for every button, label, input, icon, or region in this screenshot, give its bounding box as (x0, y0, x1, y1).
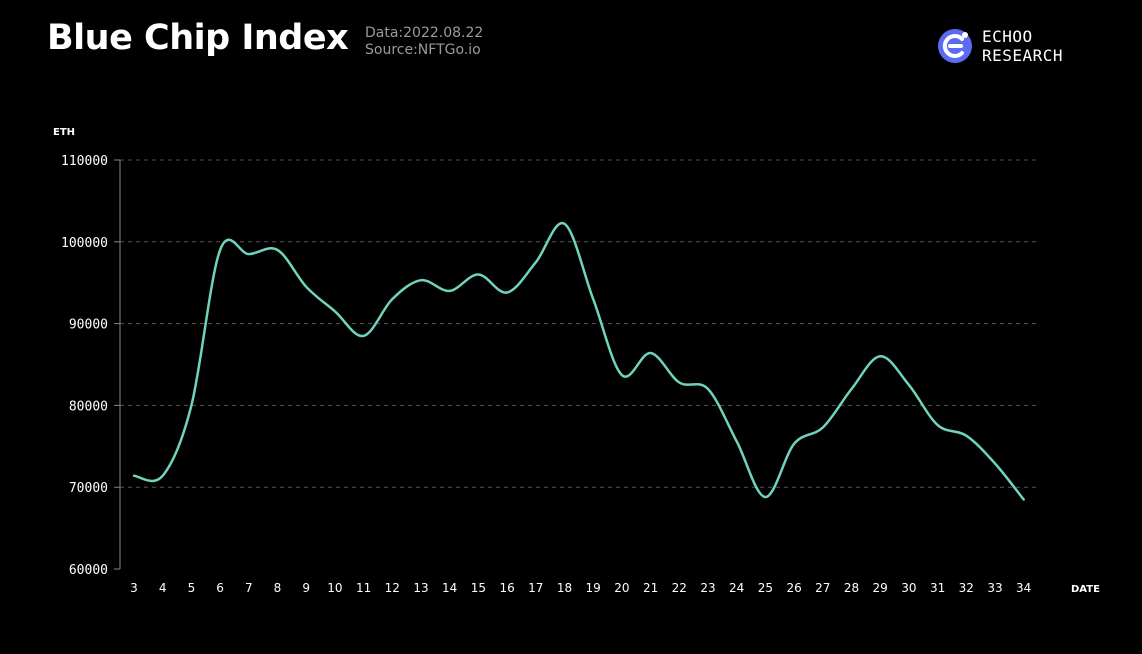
x-tick-label: 29 (873, 581, 888, 595)
x-tick-label: 12 (385, 581, 400, 595)
y-tick-label: 110000 (61, 154, 108, 169)
chart-meta: Data:2022.08.22 Source:NFTGo.io (365, 25, 483, 59)
y-tick-label: 70000 (69, 481, 108, 496)
y-tick-label: 60000 (69, 563, 108, 578)
y-tick-label: 100000 (61, 236, 108, 251)
x-tick-label: 23 (700, 581, 715, 595)
x-tick-label: 25 (758, 581, 773, 595)
x-tick-label: 8 (274, 581, 282, 595)
x-tick-label: 15 (471, 581, 486, 595)
x-tick-label: 16 (499, 581, 514, 595)
grid-lines (120, 159, 1040, 488)
x-tick-label: 3 (130, 581, 138, 595)
x-tick-label: 27 (815, 581, 830, 595)
x-tick-label: 19 (586, 581, 601, 595)
y-axis-title: ETH (53, 127, 75, 138)
x-tick-label: 26 (786, 581, 801, 595)
y-tick-label: 80000 (69, 399, 108, 414)
x-tick-label: 18 (557, 581, 572, 595)
x-tick-label: 6 (216, 581, 224, 595)
brand-logo: ECHOO RESEARCH (936, 27, 1063, 65)
x-tick-label: 7 (245, 581, 253, 595)
x-tick-label: 34 (1016, 581, 1031, 595)
x-tick-label: 33 (987, 581, 1002, 595)
data-date: Data:2022.08.22 (365, 25, 484, 41)
x-tick-label: 11 (356, 581, 371, 595)
x-axis-title: DATE (1071, 584, 1100, 595)
x-tick-label: 28 (844, 581, 859, 595)
x-tick-label: 4 (159, 581, 167, 595)
brand-name: ECHOO (982, 27, 1033, 46)
x-tick-label: 30 (901, 581, 916, 595)
x-tick-label: 17 (528, 581, 543, 595)
x-tick-label: 32 (959, 581, 974, 595)
x-tick-label: 14 (442, 581, 457, 595)
chart-title: Blue Chip Index (47, 18, 349, 58)
x-tick-label: 13 (413, 581, 428, 595)
data-source: Source:NFTGo.io (365, 42, 481, 58)
brand-text: ECHOO RESEARCH (982, 27, 1063, 65)
x-tick-label: 31 (930, 581, 945, 595)
x-tick-label: 22 (672, 581, 687, 595)
x-tick-label: 5 (188, 581, 196, 595)
x-axis-ticks: 3 4 5 6 7 8 9 10 11 12 13 14 15 16 17 18 19 20 21 22 23 24 25 2… (130, 581, 1031, 595)
y-tick-label: 90000 (69, 318, 108, 333)
x-tick-label: 24 (729, 581, 744, 595)
series-line-blue-chip-index (132, 221, 1025, 501)
x-tick-label: 9 (302, 581, 310, 595)
x-tick-label: 20 (614, 581, 629, 595)
brand-subtitle: RESEARCH (982, 46, 1064, 65)
echoo-logo-icon (938, 29, 972, 63)
x-tick-label: 10 (327, 581, 342, 595)
y-axis-ticks: 60000 70000 80000 90000 100000 110000 (61, 154, 120, 578)
x-tick-label: 21 (643, 581, 658, 595)
